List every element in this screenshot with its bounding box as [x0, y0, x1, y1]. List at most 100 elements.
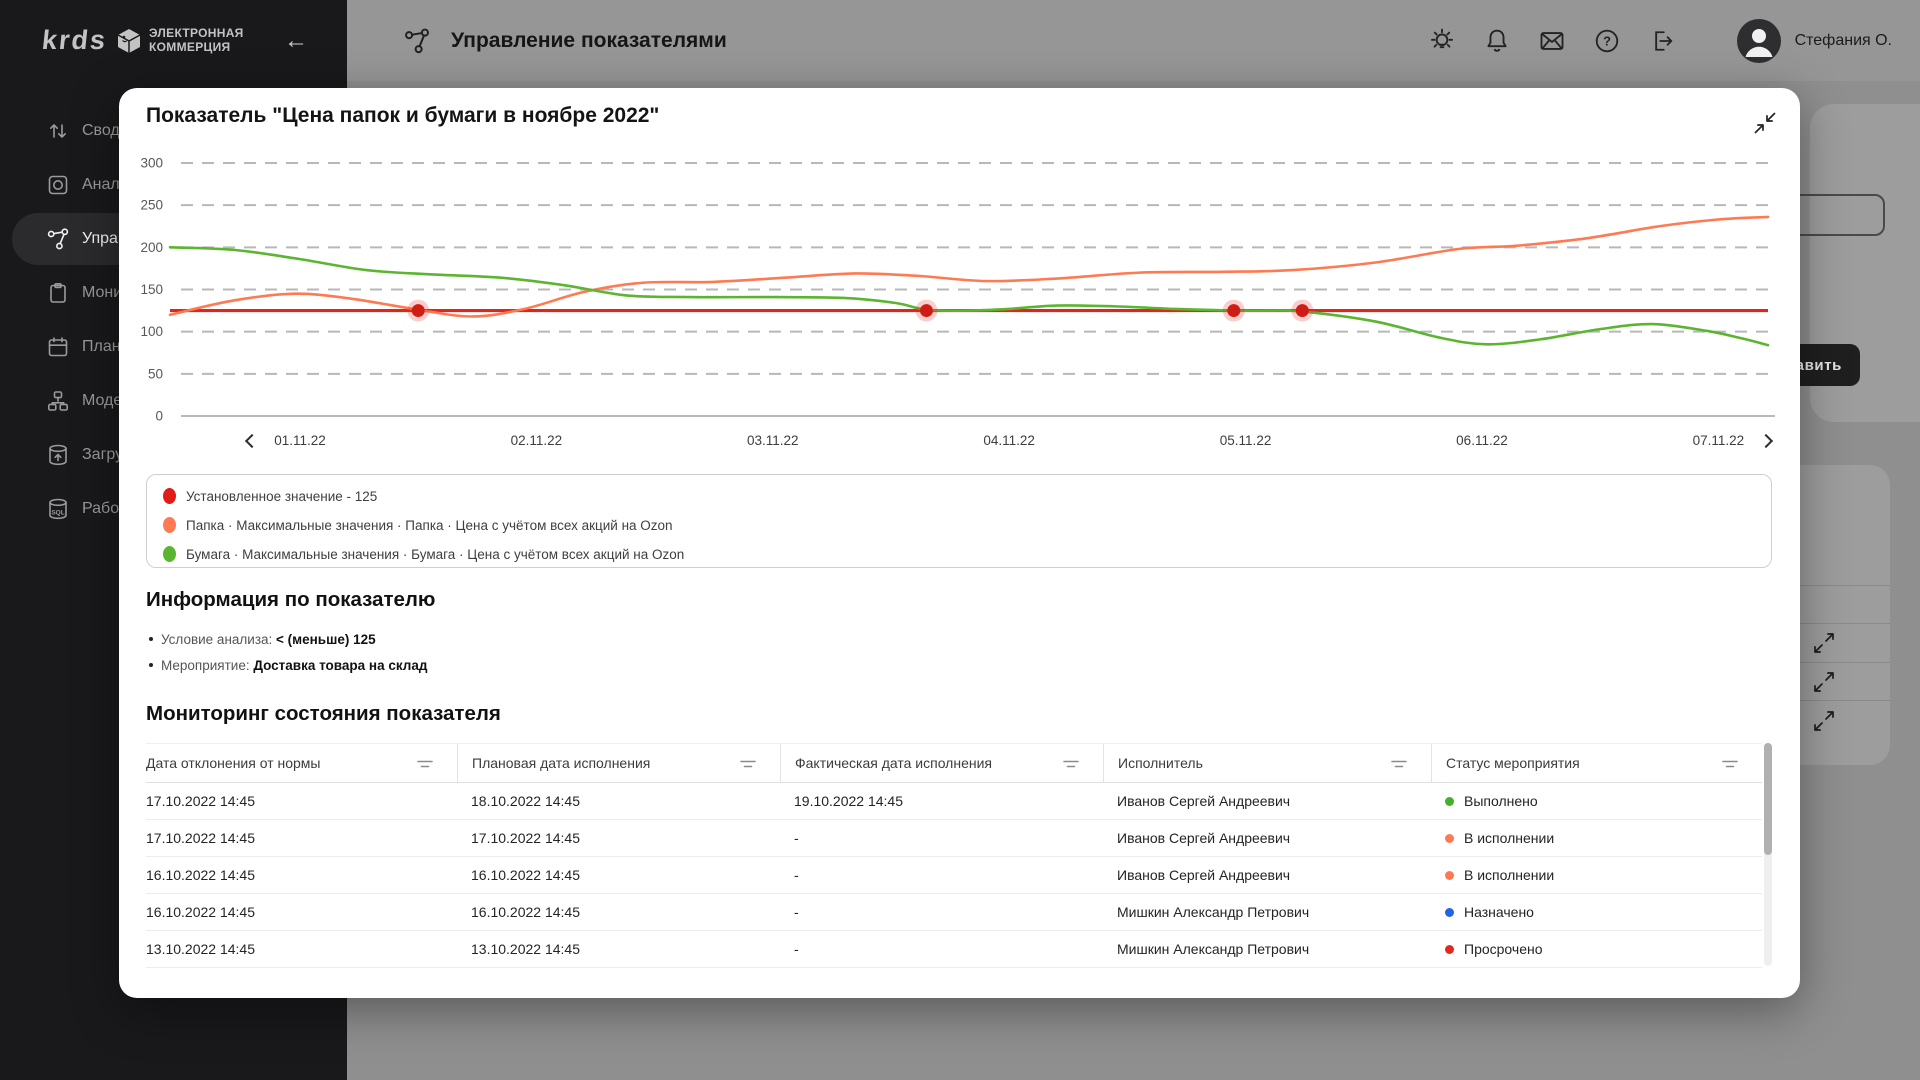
- table-row[interactable]: 13.10.2022 14:45 13.10.2022 14:45 - Мишкин …: [146, 931, 1762, 968]
- svg-text:300: 300: [140, 156, 163, 171]
- filter-icon[interactable]: [740, 757, 756, 771]
- svg-text:02.11.22: 02.11.22: [511, 433, 563, 448]
- table-cell: Мишкин Александр Петрович: [1117, 904, 1310, 920]
- monitoring-icon: [50, 282, 66, 303]
- svg-text:?: ?: [1603, 33, 1611, 48]
- brand-text: ЭЛЕКТРОННАЯ КОММЕРЦИЯ: [149, 26, 244, 54]
- divider: [1770, 585, 1890, 586]
- sidebar-collapse-arrow-icon[interactable]: ←: [284, 27, 308, 54]
- status-dot-icon: [1445, 796, 1454, 806]
- divider: [1770, 662, 1890, 663]
- analytics-icon: [48, 175, 68, 195]
- monitoring-table: Дата отклонения от нормы Плановая дата и…: [146, 743, 1762, 968]
- column-header-label: Дата отклонения от нормы: [146, 755, 321, 771]
- legend-label: Установленное значение - 125: [186, 488, 378, 504]
- svg-text:03.11.22: 03.11.22: [747, 433, 799, 448]
- filter-icon[interactable]: [1391, 757, 1407, 771]
- logout-icon[interactable]: [1648, 27, 1676, 55]
- notifications-bell-icon[interactable]: [1483, 27, 1511, 55]
- legend-item: Установленное значение - 125: [163, 485, 377, 507]
- svg-text:SQL: SQL: [51, 510, 64, 517]
- table-cell: -: [794, 830, 799, 846]
- column-header-label: Фактическая дата исполнения: [795, 755, 992, 771]
- indicators-icon: [405, 28, 429, 53]
- help-icon[interactable]: ?: [1593, 27, 1621, 55]
- column-header: Статус мероприятия: [1431, 744, 1762, 782]
- sidebar-item-4[interactable]: Монит: [12, 267, 334, 319]
- svg-text:05.11.22: 05.11.22: [1220, 433, 1272, 448]
- table-cell: 18.10.2022 14:45: [471, 793, 580, 809]
- avatar[interactable]: [1736, 18, 1781, 63]
- sidebar-item-label: Управ: [82, 230, 127, 247]
- table-cell: Иванов Сергей Андреевич: [1117, 830, 1291, 846]
- sidebar-item-6[interactable]: Модел: [12, 375, 334, 427]
- divider: [1770, 700, 1890, 701]
- table-scrollbar[interactable]: [1764, 743, 1772, 966]
- bullet-icon: [149, 663, 153, 667]
- filter-icon[interactable]: [1063, 757, 1079, 771]
- logo: krds ЭЛЕКТРОННАЯ КОММЕРЦИЯ: [0, 0, 347, 81]
- svg-text:04.11.22: 04.11.22: [983, 433, 1035, 448]
- svg-text:50: 50: [148, 366, 163, 381]
- status-badge: В исполнении: [1464, 867, 1555, 883]
- sidebar-item-2[interactable]: Анали: [12, 159, 334, 211]
- sidebar-item-label: Сводн: [82, 122, 129, 139]
- expand-icon[interactable]: [1813, 671, 1835, 693]
- table-row[interactable]: 16.10.2022 14:45 16.10.2022 14:45 - Иванов …: [146, 857, 1762, 894]
- table-cell: 16.10.2022 14:45: [471, 867, 580, 883]
- sql-db-icon: SQL: [49, 498, 67, 520]
- idea-bulb-icon[interactable]: [1428, 27, 1456, 55]
- expand-icon[interactable]: [1813, 632, 1835, 654]
- topbar-actions: ? Стефания О.: [1428, 0, 1920, 81]
- user-name[interactable]: Стефания О.: [1794, 31, 1892, 49]
- chart-canvas: 0 50 100 150 200 250 300 01.11.22 02.11.22 03.11.…: [140, 156, 1775, 448]
- table-cell: 16.10.2022 14:45: [146, 867, 255, 883]
- table-cell: -: [794, 904, 799, 920]
- legend-dot-icon: [163, 546, 176, 562]
- table-scrollbar-thumb[interactable]: [1764, 743, 1772, 855]
- table-cell: Иванов Сергей Андреевич: [1117, 793, 1291, 809]
- cube-logo-icon: [117, 28, 141, 53]
- status-cell: Назначено: [1431, 894, 1762, 930]
- expand-icon[interactable]: [1813, 710, 1835, 732]
- table-cell: -: [794, 941, 799, 957]
- sidebar-item-1[interactable]: Сводн: [12, 105, 334, 157]
- filter-icon[interactable]: [1722, 757, 1738, 771]
- filter-icon[interactable]: [417, 757, 433, 771]
- top-header-bar: [347, 0, 1920, 81]
- indicator-modal: Показатель "Цена папок и бумаги в ноябре…: [119, 88, 1800, 998]
- column-header: Фактическая дата исполнения: [780, 744, 1103, 782]
- divider: [1770, 623, 1890, 624]
- status-dot-icon: [1445, 870, 1454, 880]
- status-badge: Просрочено: [1464, 941, 1543, 957]
- table-header-row: Дата отклонения от нормы Плановая дата и…: [146, 743, 1762, 783]
- column-header: Плановая дата исполнения: [457, 744, 780, 782]
- table-cell: 17.10.2022 14:45: [146, 830, 255, 846]
- legend-label: Папка · Максимальные значения · Папка · …: [186, 517, 673, 533]
- status-badge: В исполнении: [1464, 830, 1555, 846]
- column-header: Исполнитель: [1103, 744, 1431, 782]
- legend-item: Бумага · Максимальные значения · Бумага …: [163, 543, 684, 565]
- status-badge: Назначено: [1464, 904, 1534, 920]
- mail-icon[interactable]: [1538, 27, 1566, 55]
- table-row[interactable]: 16.10.2022 14:45 16.10.2022 14:45 - Мишкин …: [146, 894, 1762, 931]
- table-cell: 13.10.2022 14:45: [471, 941, 580, 957]
- table-row[interactable]: 17.10.2022 14:45 18.10.2022 14:45 19.10.20…: [146, 783, 1762, 820]
- bullet-icon: [149, 637, 153, 641]
- sidebar-item-8[interactable]: SQL Работ: [12, 483, 334, 535]
- indicators-icon: [47, 228, 69, 250]
- table-row[interactable]: 17.10.2022 14:45 17.10.2022 14:45 - Иванов …: [146, 820, 1762, 857]
- info-item: Условие анализа: < (меньше) 125: [149, 632, 376, 647]
- chart-legend: Установленное значение - 125 Папка · Макс…: [146, 474, 1772, 568]
- table-cell: Иванов Сергей Андреевич: [1117, 867, 1291, 883]
- sidebar-item-7[interactable]: Загру: [12, 429, 334, 481]
- svg-text:200: 200: [140, 240, 163, 255]
- plan-icon: [48, 337, 68, 357]
- column-header: Дата отклонения от нормы: [146, 744, 457, 782]
- collapse-modal-icon[interactable]: [1754, 112, 1776, 134]
- svg-text:100: 100: [140, 324, 163, 339]
- table-cell: Мишкин Александр Петрович: [1117, 941, 1310, 957]
- table-cell: 16.10.2022 14:45: [146, 904, 255, 920]
- svg-text:250: 250: [140, 198, 163, 213]
